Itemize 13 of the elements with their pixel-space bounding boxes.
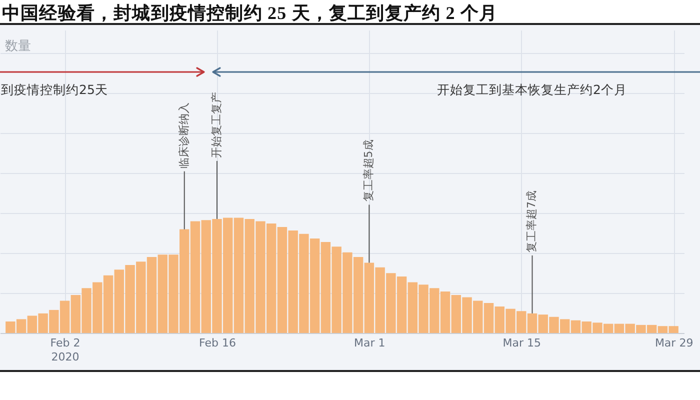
annotation: 开始复工复产	[210, 92, 223, 158]
x-tick-label: Feb 2 2020	[50, 336, 80, 364]
text: 到疫情控制约25天	[1, 82, 108, 99]
annotation: 临床诊断纳入	[177, 102, 190, 168]
x-tick-label: Feb 16	[198, 336, 236, 350]
text: 数量	[5, 38, 31, 55]
x-tick-label: Mar 1	[354, 336, 386, 350]
annotation: 复工率超5成	[362, 140, 376, 202]
text: 开始复工到基本恢复生产约2个月	[436, 82, 627, 99]
annotation: 复工率超7成	[525, 190, 538, 252]
x-tick-label: Mar 15	[502, 336, 541, 350]
x-tick-label: Mar 29	[654, 336, 694, 350]
chart-title: 中国经验看，封城到疫情控制约 25 天，复工到复产约 2 个月	[2, 2, 498, 25]
